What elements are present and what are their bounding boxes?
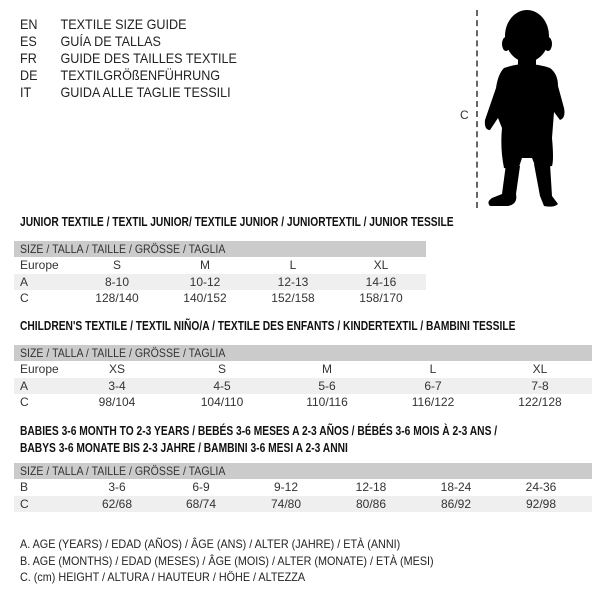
table-cell: 14-16 <box>365 274 397 289</box>
table-cell: XS <box>108 362 125 376</box>
table-cell: M <box>322 362 332 376</box>
lang-title: TEXTILGRÖßENFÜHRUNG <box>60 67 221 83</box>
table-row: A 8-10 10-12 12-13 14-16 <box>14 273 426 290</box>
row-label: Europe <box>20 362 59 376</box>
size-header-label: SIZE / TALLA / TAILLE / GRÖSSE / TAGLIA <box>20 346 226 360</box>
lang-code: ES <box>20 33 37 49</box>
table-row: A 3-4 4-5 5-6 6-7 7-8 <box>14 377 592 394</box>
table-cell: 122/128 <box>518 395 562 409</box>
table-cell: 18-24 <box>440 480 472 494</box>
table-cell: 86/92 <box>440 496 472 511</box>
table-cell: 5-6 <box>318 378 336 393</box>
table-cell: 104/110 <box>200 395 244 409</box>
title-de: DE TEXTILGRÖßENFÜHRUNG <box>20 67 220 84</box>
table-cell: S <box>112 258 121 272</box>
babies-section-title-line2: BABYS 3-6 MONATE BIS 2-3 JAHRE / BAMBINI… <box>20 441 348 455</box>
lang-title: GUIDA ALLE TAGLIE TESSILI <box>60 84 231 100</box>
table-cell: 74/80 <box>270 496 302 511</box>
row-label: C <box>20 395 29 409</box>
legend-c: C. (cm) HEIGHT / ALTURA / HAUTEUR / HÖHE… <box>20 570 306 584</box>
table-cell: L <box>429 362 437 376</box>
babies-size-table: SIZE / TALLA / TAILLE / GRÖSSE / TAGLIA B… <box>14 463 592 512</box>
children-size-table: SIZE / TALLA / TAILLE / GRÖSSE / TAGLIA E… <box>14 345 592 411</box>
height-measure-line <box>476 10 478 208</box>
table-cell: S <box>217 362 226 376</box>
row-label: C <box>20 496 29 511</box>
lang-title: GUÍA DE TALLAS <box>60 33 161 49</box>
table-cell: 10-12 <box>189 274 221 289</box>
row-label: Europe <box>20 258 59 272</box>
table-row: C 128/140 140/152 152/158 158/170 <box>14 290 426 307</box>
size-header-bar: SIZE / TALLA / TAILLE / GRÖSSE / TAGLIA <box>14 241 426 257</box>
table-cell: 128/140 <box>95 291 139 305</box>
table-cell: 140/152 <box>183 291 227 305</box>
size-header-bar: SIZE / TALLA / TAILLE / GRÖSSE / TAGLIA <box>14 345 592 361</box>
lang-code: IT <box>20 84 32 100</box>
legend-a: A. AGE (YEARS) / EDAD (AÑOS) / ÂGE (ANS)… <box>20 537 401 551</box>
row-label: A <box>20 274 29 289</box>
table-cell: 68/74 <box>185 496 217 511</box>
lang-code: EN <box>20 16 38 32</box>
table-cell: 98/104 <box>98 395 136 409</box>
babies-section-title-line1: BABIES 3-6 MONTH TO 2-3 YEARS / BEBÉS 3-… <box>20 424 498 438</box>
lang-title: TEXTILE SIZE GUIDE <box>60 16 187 32</box>
table-cell: 4-5 <box>213 378 231 393</box>
size-header-label: SIZE / TALLA / TAILLE / GRÖSSE / TAGLIA <box>20 242 226 256</box>
table-cell: 6-7 <box>424 378 442 393</box>
table-row: Europe XS S M L XL <box>14 361 592 378</box>
lang-code: DE <box>20 67 38 83</box>
table-cell: L <box>289 258 297 272</box>
table-cell: 24-36 <box>525 480 557 494</box>
table-row: C 62/68 68/74 74/80 80/86 86/92 92/98 <box>14 495 592 512</box>
table-cell: XL <box>532 362 548 376</box>
table-cell: 12-18 <box>355 480 387 494</box>
table-row: Europe S M L XL <box>14 257 426 274</box>
table-cell: M <box>200 258 210 272</box>
table-cell: 80/86 <box>355 496 387 511</box>
table-cell: 62/68 <box>101 496 133 511</box>
table-cell: 110/116 <box>306 395 348 409</box>
table-cell: 6-9 <box>192 480 210 494</box>
row-label: B <box>20 480 29 494</box>
table-row: C 98/104 104/110 110/116 116/122 122/128 <box>14 394 592 411</box>
baby-silhouette-icon <box>484 10 565 207</box>
table-cell: 116/122 <box>411 395 455 409</box>
row-label: A <box>20 378 29 393</box>
title-en: EN TEXTILE SIZE GUIDE <box>20 16 187 33</box>
height-measure-label: C <box>460 108 469 122</box>
table-cell: 9-12 <box>273 480 299 494</box>
table-cell: 92/98 <box>525 496 557 511</box>
lang-code: FR <box>20 50 37 66</box>
junior-section-title: JUNIOR TEXTILE / TEXTIL JUNIOR/ TEXTILE … <box>20 215 454 229</box>
table-cell: 7-8 <box>531 378 549 393</box>
table-row: B 3-6 6-9 9-12 12-18 18-24 24-36 <box>14 479 592 496</box>
size-header-label: SIZE / TALLA / TAILLE / GRÖSSE / TAGLIA <box>20 464 226 478</box>
table-cell: 3-4 <box>108 378 126 393</box>
title-it: IT GUIDA ALLE TAGLIE TESSILI <box>20 84 231 101</box>
title-fr: FR GUIDE DES TAILLES TEXTILE <box>20 50 237 67</box>
lang-title: GUIDE DES TAILLES TEXTILE <box>60 50 237 66</box>
junior-size-table: SIZE / TALLA / TAILLE / GRÖSSE / TAGLIA E… <box>14 241 426 307</box>
row-label: C <box>20 291 29 305</box>
table-cell: 8-10 <box>104 274 130 289</box>
table-cell: 152/158 <box>271 291 315 305</box>
table-cell: 158/170 <box>359 291 403 305</box>
title-es: ES GUÍA DE TALLAS <box>20 33 161 50</box>
table-cell: XL <box>373 258 389 272</box>
children-section-title: CHILDREN'S TEXTILE / TEXTIL NIÑO/A / TEX… <box>20 319 516 333</box>
table-cell: 3-6 <box>108 480 126 494</box>
size-header-bar: SIZE / TALLA / TAILLE / GRÖSSE / TAGLIA <box>14 463 592 479</box>
legend-b: B. AGE (MONTHS) / EDAD (MESES) / ÂGE (MO… <box>20 554 434 568</box>
table-cell: 12-13 <box>277 274 309 289</box>
